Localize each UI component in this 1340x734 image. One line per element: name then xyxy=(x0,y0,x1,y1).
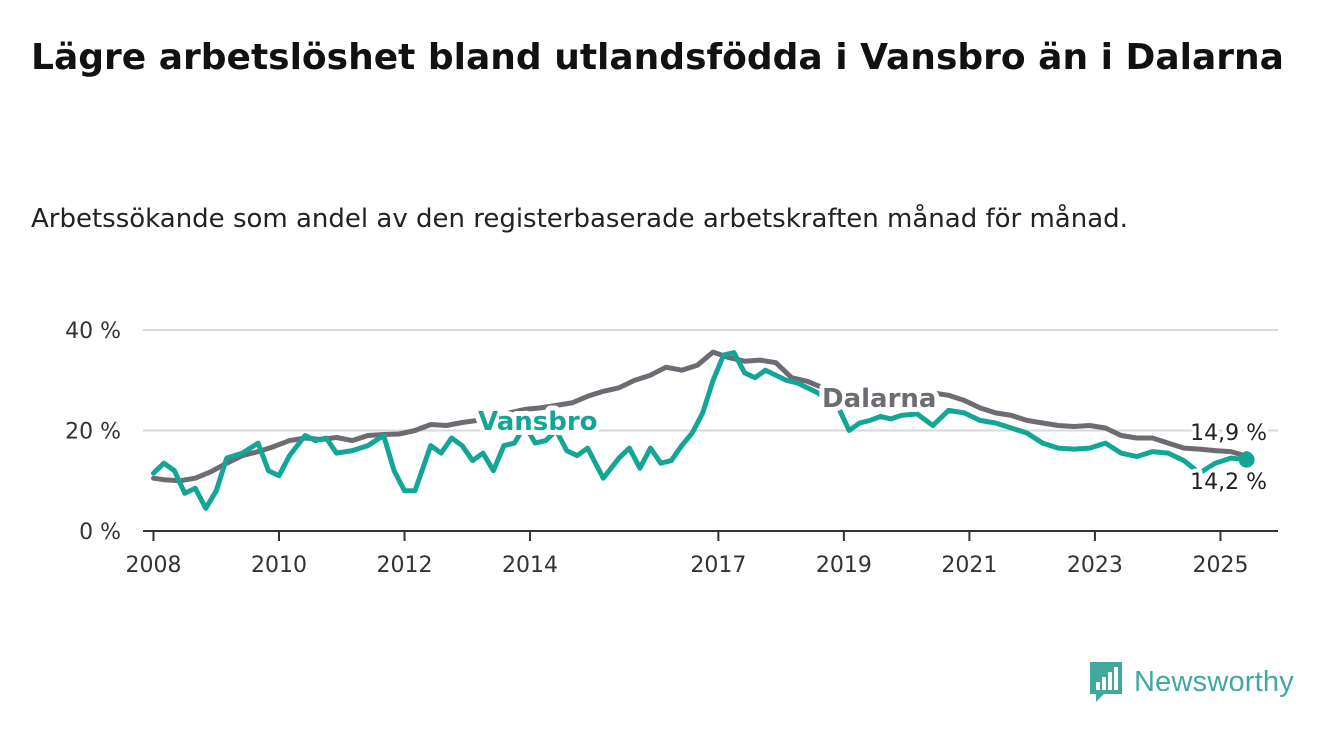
x-tick-label: 2025 xyxy=(1192,553,1248,578)
x-tick-label: 2014 xyxy=(502,553,558,578)
x-tick-label: 2019 xyxy=(816,553,872,578)
series-label-vansbro-halo: Vansbro xyxy=(478,407,598,437)
end-point-vansbro xyxy=(1238,451,1255,468)
y-tick-label: 0 % xyxy=(79,520,121,545)
series-label-dalarna-halo: Dalarna xyxy=(822,384,936,414)
newsworthy-chart-icon xyxy=(1090,662,1122,702)
y-axis-ticks: 0 % 20 % 40 % xyxy=(65,319,121,545)
series-lines xyxy=(151,349,1255,511)
x-tick-label: 2008 xyxy=(125,553,181,578)
end-label-vansbro: 14,2 % xyxy=(1190,470,1267,495)
x-tick-label: 2021 xyxy=(941,553,997,578)
x-tick-label: 2023 xyxy=(1067,553,1123,578)
x-tick-label: 2012 xyxy=(377,553,433,578)
gridlines xyxy=(143,329,1278,432)
series-label-dalarna: Dalarna xyxy=(822,384,936,414)
series-line-dalarna xyxy=(151,349,1250,484)
x-tick-label: 2010 xyxy=(251,553,307,578)
brand-name: Newsworthy xyxy=(1134,665,1294,698)
y-tick-label: 40 % xyxy=(65,319,121,344)
series-label-vansbro: Vansbro xyxy=(478,407,598,437)
series-line-vansbro xyxy=(151,350,1250,511)
newsworthy-logo[interactable]: Newsworthy xyxy=(1088,660,1294,704)
chart-subtitle: Arbetssökande som andel av den registerb… xyxy=(31,204,1128,234)
chart-title: Lägre arbetslöshet bland utlandsfödda i … xyxy=(31,37,1284,78)
x-tick-label: 2017 xyxy=(690,553,746,578)
end-label-vansbro-halo: 14,2 % xyxy=(1190,470,1267,495)
y-tick-label: 20 % xyxy=(65,420,121,445)
end-label-dalarna-halo: 14,9 % xyxy=(1190,421,1267,446)
end-label-dalarna: 14,9 % xyxy=(1190,421,1267,446)
x-axis: 2008 2010 2012 2014 2017 2019 2021 2023 2025 xyxy=(125,530,1278,578)
